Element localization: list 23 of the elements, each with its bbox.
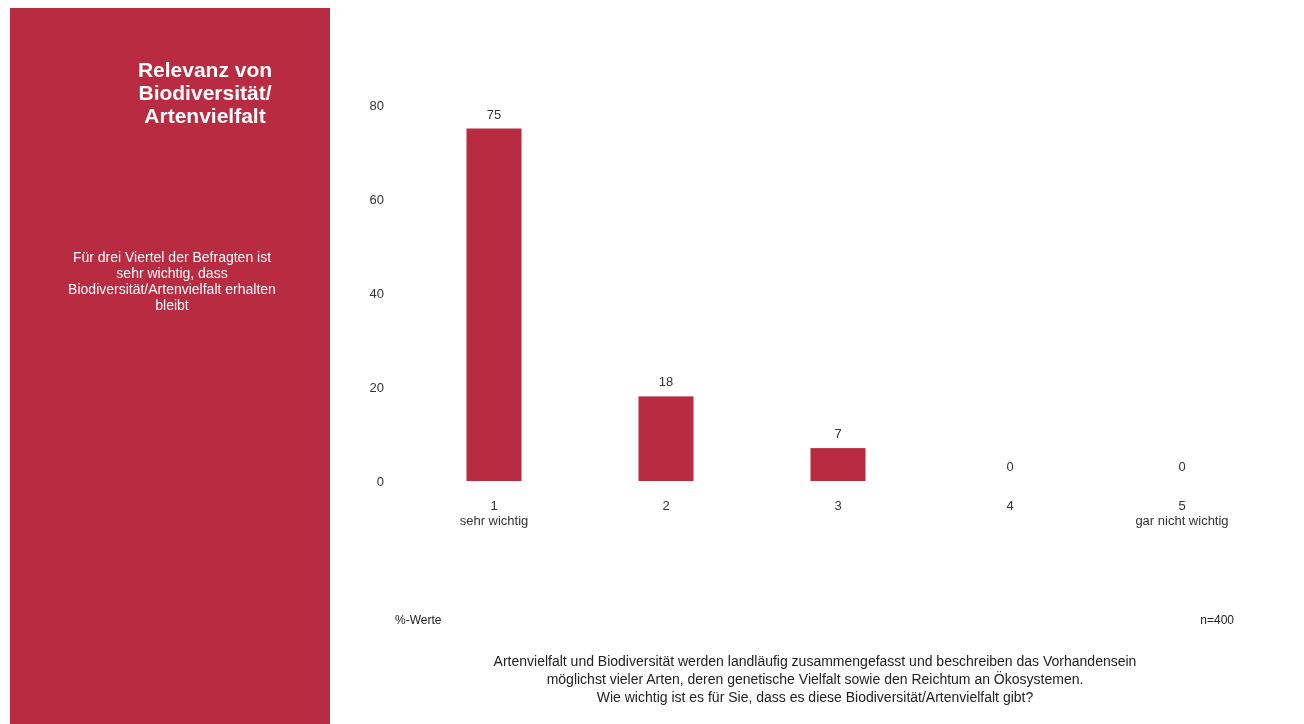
data-label: 0 bbox=[1178, 459, 1186, 474]
data-label: 7 bbox=[834, 426, 842, 442]
bar bbox=[466, 128, 522, 481]
text: Für drei Viertel der Befragten ist sehr wichtig, dass Biodiversität/Artenvielfalt erhalten bleibt bbox=[68, 249, 276, 313]
data-label: 75 bbox=[486, 106, 502, 122]
text: Relevanz von Biodiversität/ Artenvielfalt bbox=[137, 58, 273, 127]
x-tick-label: 3 bbox=[834, 498, 842, 513]
x-tick-label: 5 gar nicht wichtig bbox=[1135, 498, 1229, 528]
x-tick-label: 1 sehr wichtig bbox=[459, 498, 529, 528]
y-tick-label: 60 bbox=[369, 191, 384, 207]
y-tick-label: 40 bbox=[369, 285, 384, 301]
x-tick-label: 2 bbox=[662, 498, 670, 513]
y-tick-label: 20 bbox=[369, 379, 384, 395]
y-tick-label: 80 bbox=[369, 97, 384, 113]
text: Artenvielfalt und Biodiversität werden landläufig zusammengefasst und beschreiben das Vorhandensein möglichst vieler Arten, deren genetische Vielfalt sowie den Reichtum an Ökosystemen. Wie wichtig ist es für Sie, dass es diese Biodiversität/Artenvielfalt gibt? bbox=[493, 653, 1137, 705]
y-tick-label: 0 bbox=[376, 473, 384, 489]
bar bbox=[810, 448, 866, 481]
data-label: 0 bbox=[1006, 459, 1014, 474]
text: n=400 bbox=[1200, 613, 1235, 627]
bar bbox=[638, 396, 694, 481]
text: %-Werte bbox=[395, 613, 442, 627]
data-label: 18 bbox=[658, 374, 674, 390]
x-tick-label: 4 bbox=[1006, 498, 1014, 513]
